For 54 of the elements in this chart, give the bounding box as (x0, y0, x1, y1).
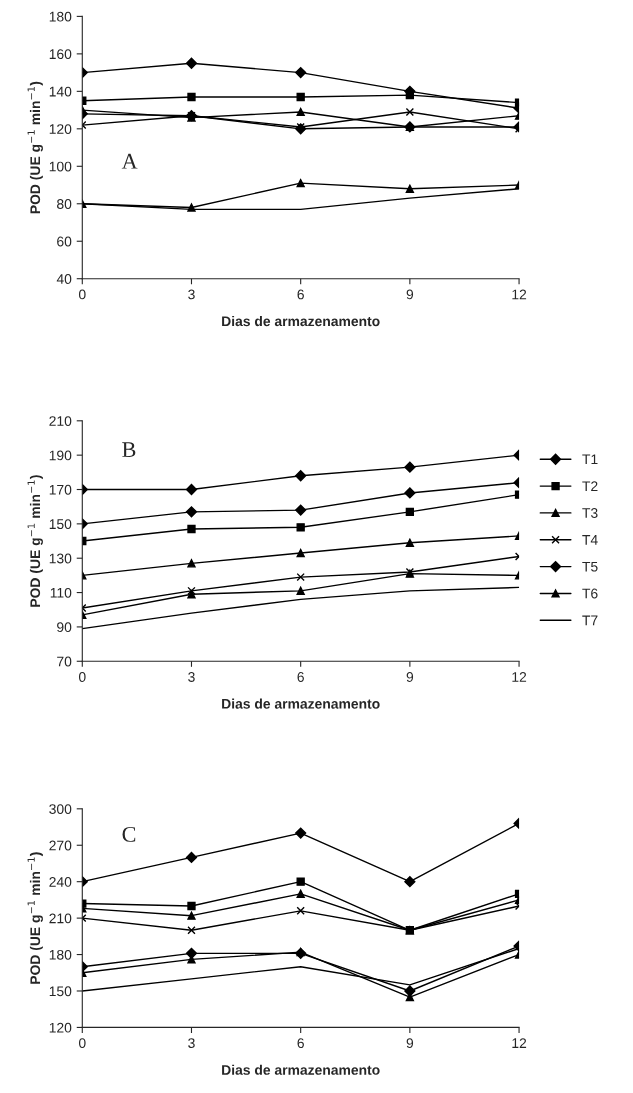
x-tick-label: 3 (188, 672, 195, 682)
y-tick-label: 160 (49, 49, 72, 60)
x-tick-label: 3 (188, 289, 195, 300)
x-tick-label: 9 (406, 289, 414, 300)
x-tick-label: 3 (188, 1038, 195, 1049)
legend-label: T3 (582, 508, 598, 518)
legend-label: T5 (582, 561, 598, 572)
y-tick-label: 300 (49, 804, 72, 814)
y-tick-label: 210 (49, 416, 72, 426)
y-tick-label: 90 (57, 622, 72, 633)
y-tick-label: 70 (57, 656, 72, 667)
x-tick-label: 0 (78, 1038, 86, 1049)
x-tick-label: 6 (297, 289, 304, 300)
y-tick-label: 150 (49, 519, 72, 530)
y-tick-label: 130 (49, 553, 72, 564)
annotation: A (121, 153, 138, 169)
y-axis-title: POD (UE g$^{−1}$ min$^{−1}$) (27, 475, 43, 607)
y-tick-label: 150 (49, 986, 72, 997)
y-tick-label: 170 (49, 484, 72, 495)
y-tick-label: 180 (49, 11, 72, 22)
y-tick-label: 210 (49, 913, 72, 924)
y-axis-title: POD (UE g$^{−1}$ min$^{−1}$) (27, 852, 43, 984)
legend-label: T1 (582, 454, 598, 465)
annotation: C (122, 826, 136, 842)
y-axis-title: POD (UE g$^{−1}$ min$^{−1}$) (27, 81, 43, 214)
x-tick-label: 0 (78, 672, 86, 682)
y-tick-label: 190 (49, 450, 72, 461)
y-tick-label: 80 (57, 199, 72, 209)
x-axis-title: Dias de armazenamento (222, 698, 380, 709)
y-tick-label: 270 (49, 840, 72, 851)
x-tick-label: 6 (297, 1038, 304, 1049)
y-tick-label: 240 (49, 877, 72, 887)
legend-label: T7 (582, 615, 598, 626)
y-tick-label: 120 (49, 1022, 72, 1033)
legend-label: T4 (582, 535, 598, 545)
y-tick-label: 110 (50, 587, 72, 598)
x-tick-label: 0 (78, 289, 86, 300)
y-tick-label: 60 (57, 236, 72, 247)
y-tick-label: 100 (49, 161, 72, 172)
y-tick-label: 140 (49, 86, 72, 97)
x-tick-label: 6 (297, 672, 304, 682)
y-tick-label: 120 (49, 124, 72, 134)
x-tick-label: 12 (512, 672, 527, 682)
legend-label: T6 (582, 588, 598, 599)
annotation: B (122, 442, 136, 457)
x-tick-label: 9 (406, 672, 414, 682)
x-axis-title: Dias de armazenamento (222, 1064, 380, 1075)
y-tick-label: 180 (49, 949, 72, 960)
x-tick-label: 12 (512, 289, 527, 300)
x-axis-title: Dias de armazenamento (222, 315, 380, 327)
legend-label: T2 (582, 481, 598, 491)
x-tick-label: 12 (512, 1038, 527, 1048)
x-tick-label: 9 (406, 1038, 414, 1049)
y-tick-label: 40 (56, 274, 72, 284)
